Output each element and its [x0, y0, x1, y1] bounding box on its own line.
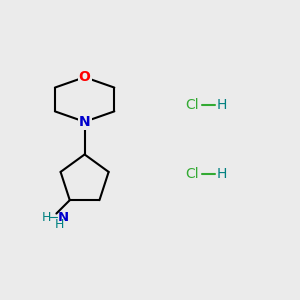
Text: Cl: Cl: [186, 98, 199, 112]
Text: H: H: [217, 167, 227, 181]
Text: H: H: [55, 218, 64, 231]
Text: H: H: [41, 212, 51, 224]
Text: N: N: [58, 212, 69, 224]
Text: N: N: [79, 115, 90, 129]
Text: Cl: Cl: [186, 167, 199, 181]
Text: H: H: [217, 98, 227, 112]
Text: O: O: [79, 70, 91, 84]
